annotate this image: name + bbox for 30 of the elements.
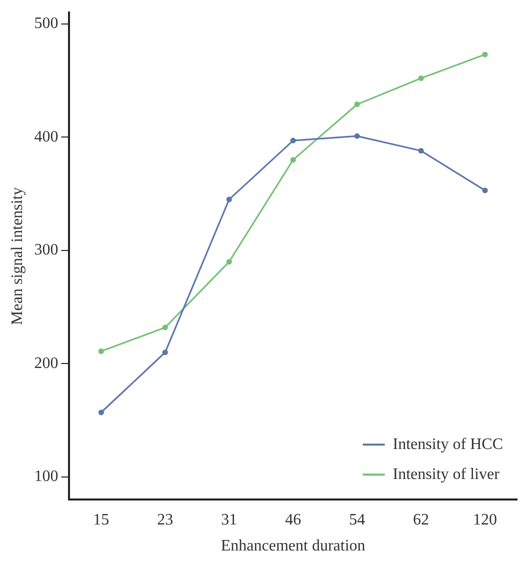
- x-tick-label: 54: [349, 511, 366, 528]
- point: [162, 324, 168, 330]
- x-tick-label: 46: [285, 511, 302, 528]
- point: [226, 196, 232, 202]
- legend-label: Intensity of HCC: [392, 436, 503, 453]
- x-tick-label: 23: [157, 511, 174, 528]
- point: [482, 52, 488, 58]
- point: [290, 157, 296, 163]
- point: [162, 350, 168, 356]
- x-tick-label: 62: [413, 511, 430, 528]
- y-axis-title: Mean signal intensity: [8, 187, 26, 325]
- y-tick-label: 500: [34, 15, 58, 32]
- x-tick-label: 120: [473, 511, 498, 528]
- point: [98, 410, 104, 416]
- y-tick-label: 200: [34, 354, 58, 372]
- point: [418, 75, 424, 82]
- point: [418, 148, 424, 154]
- point: [98, 348, 104, 354]
- point: [354, 102, 360, 108]
- point: [226, 258, 232, 265]
- x-tick-label: 15: [93, 511, 110, 528]
- y-tick-label: 400: [34, 128, 58, 146]
- point: [354, 133, 360, 139]
- x-tick-label: 31: [221, 511, 238, 528]
- point: [482, 188, 488, 194]
- y-tick-label: 100: [34, 468, 58, 486]
- point: [290, 138, 296, 144]
- y-tick-label: 300: [34, 242, 58, 259]
- x-axis-title: Enhancement duration: [220, 538, 366, 555]
- legend-label: Intensity of liver: [392, 466, 500, 483]
